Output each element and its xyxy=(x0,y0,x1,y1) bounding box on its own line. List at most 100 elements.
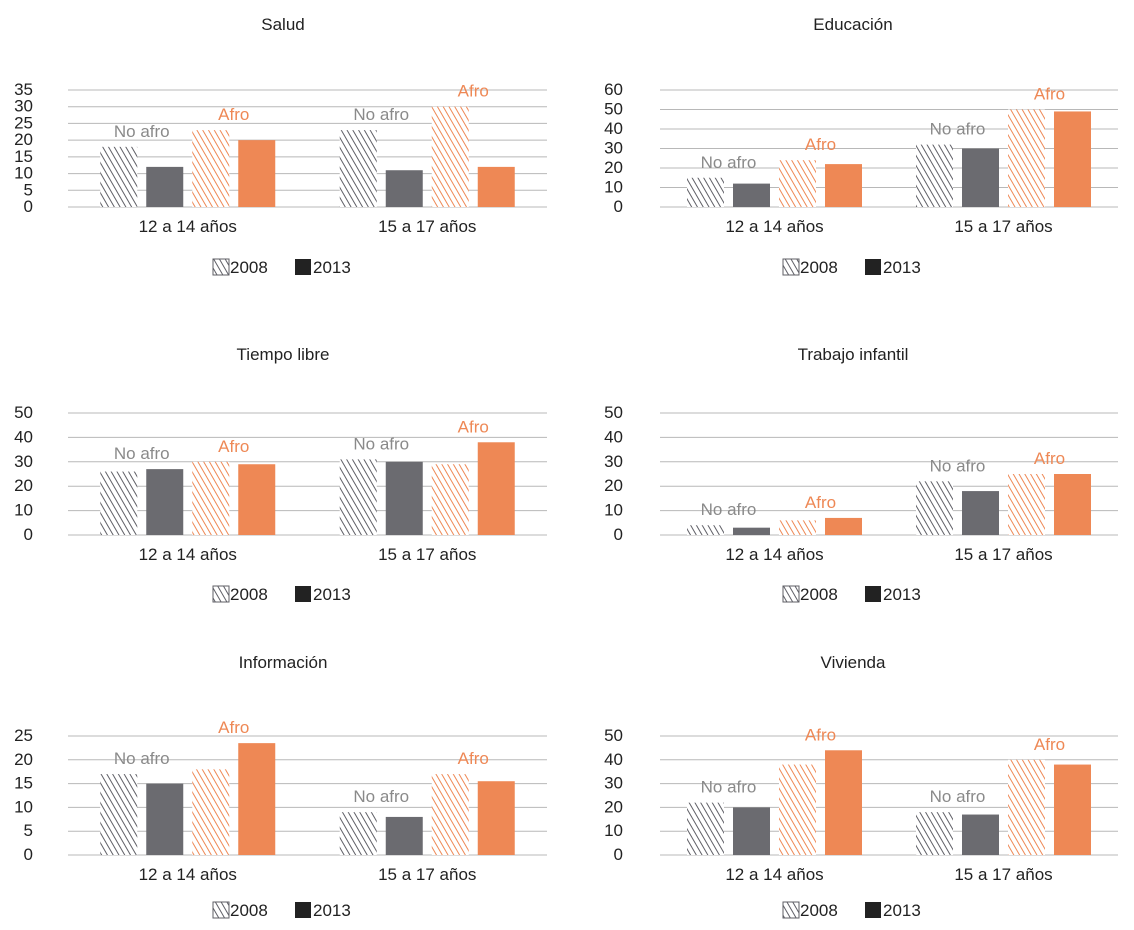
y-tick-label: 0 xyxy=(614,197,623,216)
bar-afro-2013 xyxy=(238,464,276,535)
y-tick-label: 40 xyxy=(14,427,33,446)
legend-swatch-2013 xyxy=(865,259,881,275)
y-tick-label: 0 xyxy=(24,525,33,544)
annotation-afro: Afro xyxy=(458,82,489,101)
bar-no-afro-2013 xyxy=(385,816,423,855)
chart-title: Vivienda xyxy=(821,653,886,672)
y-tick-label: 0 xyxy=(24,845,33,864)
legend-swatch-2013 xyxy=(295,259,311,275)
legend-label-2013: 2013 xyxy=(883,901,921,920)
y-tick-label: 40 xyxy=(604,119,623,138)
category-label: 15 a 17 años xyxy=(954,865,1052,884)
y-tick-label: 10 xyxy=(14,797,33,816)
bar-no-afro-2013 xyxy=(385,170,423,207)
y-tick-label: 20 xyxy=(14,476,33,495)
chart-title: Trabajo infantil xyxy=(798,345,909,364)
bar-afro-2008 xyxy=(1008,109,1045,207)
legend-label-2013: 2013 xyxy=(313,585,351,604)
y-tick-label: 5 xyxy=(24,180,33,199)
bar-no-afro-2013 xyxy=(385,461,423,535)
legend-swatch-2013 xyxy=(295,586,311,602)
bar-no-afro-2013 xyxy=(146,469,184,535)
legend-label-2008: 2008 xyxy=(800,901,838,920)
y-tick-label: 50 xyxy=(604,100,623,119)
y-tick-label: 0 xyxy=(24,197,33,216)
y-tick-label: 40 xyxy=(604,750,623,769)
bar-no-afro-2013 xyxy=(733,807,770,855)
y-tick-label: 35 xyxy=(14,80,33,99)
bar-afro-2013 xyxy=(1054,474,1091,535)
annotation-no-afro: No afro xyxy=(353,434,409,453)
annotation-no-afro: No afro xyxy=(701,153,757,172)
bar-no-afro-2008 xyxy=(687,525,724,535)
y-tick-label: 10 xyxy=(604,178,623,197)
bar-no-afro-2013 xyxy=(962,814,999,855)
y-tick-label: 20 xyxy=(604,476,623,495)
chart-title: Información xyxy=(239,653,328,672)
legend-swatch-2013 xyxy=(865,586,881,602)
bar-afro-2013 xyxy=(825,164,862,207)
annotation-no-afro: No afro xyxy=(701,778,757,797)
category-label: 15 a 17 años xyxy=(378,217,476,236)
y-tick-label: 10 xyxy=(604,501,623,520)
category-label: 15 a 17 años xyxy=(378,545,476,564)
bar-no-afro-2008 xyxy=(687,802,724,855)
y-tick-label: 10 xyxy=(604,821,623,840)
y-tick-label: 25 xyxy=(14,113,33,132)
annotation-no-afro: No afro xyxy=(353,105,409,124)
y-tick-label: 10 xyxy=(14,164,33,183)
legend-label-2008: 2008 xyxy=(800,585,838,604)
annotation-afro: Afro xyxy=(218,718,249,737)
bar-no-afro-2008 xyxy=(916,144,953,207)
legend-swatch-2008 xyxy=(782,585,800,603)
bar-afro-2008 xyxy=(192,769,230,855)
bar-no-afro-2008 xyxy=(100,146,138,207)
bar-afro-2013 xyxy=(238,743,276,855)
bar-no-afro-2013 xyxy=(146,783,184,855)
y-tick-label: 50 xyxy=(604,726,623,745)
legend-swatch-2008 xyxy=(212,585,230,603)
bar-no-afro-2008 xyxy=(100,774,138,855)
y-tick-label: 30 xyxy=(604,452,623,471)
y-tick-label: 20 xyxy=(604,158,623,177)
category-label: 15 a 17 años xyxy=(378,865,476,884)
bar-afro-2008 xyxy=(431,106,469,207)
bar-no-afro-2013 xyxy=(733,527,770,535)
bar-no-afro-2008 xyxy=(339,459,377,535)
y-tick-label: 50 xyxy=(604,403,623,422)
bar-afro-2008 xyxy=(779,764,816,855)
y-tick-label: 25 xyxy=(14,726,33,745)
y-tick-label: 30 xyxy=(604,139,623,158)
legend-label-2013: 2013 xyxy=(883,258,921,277)
bar-no-afro-2008 xyxy=(916,812,953,855)
annotation-no-afro: No afro xyxy=(930,787,986,806)
annotation-no-afro: No afro xyxy=(114,749,170,768)
bar-afro-2008 xyxy=(1008,759,1045,855)
y-tick-label: 30 xyxy=(14,97,33,116)
legend-label-2008: 2008 xyxy=(230,585,268,604)
annotation-afro: Afro xyxy=(805,493,836,512)
bar-no-afro-2008 xyxy=(916,481,953,535)
y-tick-label: 20 xyxy=(604,797,623,816)
bar-no-afro-2013 xyxy=(733,183,770,207)
category-label: 12 a 14 años xyxy=(139,865,237,884)
y-tick-label: 60 xyxy=(604,80,623,99)
y-tick-label: 0 xyxy=(614,525,623,544)
category-label: 12 a 14 años xyxy=(725,865,823,884)
y-tick-label: 30 xyxy=(604,774,623,793)
y-tick-label: 15 xyxy=(14,774,33,793)
y-tick-label: 20 xyxy=(14,130,33,149)
annotation-afro: Afro xyxy=(805,725,836,744)
y-tick-label: 10 xyxy=(14,501,33,520)
bar-afro-2013 xyxy=(477,442,515,535)
category-label: 12 a 14 años xyxy=(139,545,237,564)
legend-swatch-2008 xyxy=(212,901,230,919)
bar-afro-2013 xyxy=(238,140,276,207)
legend-label-2008: 2008 xyxy=(230,901,268,920)
y-tick-label: 5 xyxy=(24,821,33,840)
category-label: 12 a 14 años xyxy=(725,545,823,564)
legend-swatch-2008 xyxy=(782,258,800,276)
legend-swatch-2013 xyxy=(865,902,881,918)
